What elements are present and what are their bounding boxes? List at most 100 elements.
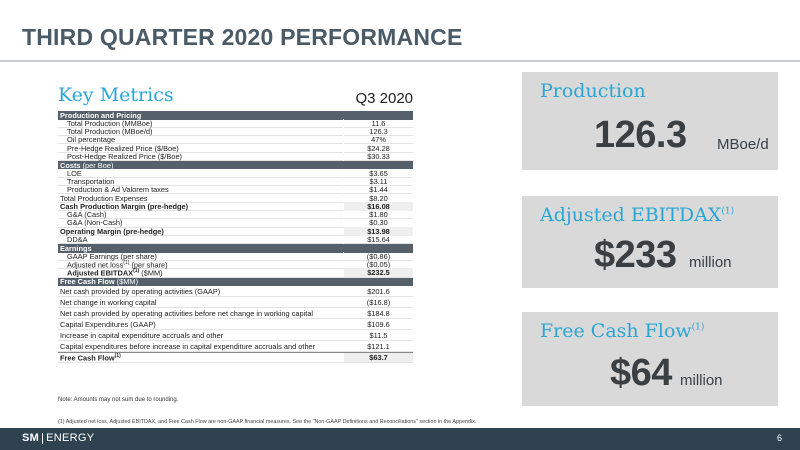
row-value: ($0.86) [343,251,413,261]
row-label: Capital expenditures before increase in … [60,341,316,351]
row-label: GAAP Earnings (per share) [67,251,157,261]
ebitdax-label: Adjusted EBITDAX(1) [540,204,735,226]
table-row: Net cash provided by operating activitie… [58,286,413,298]
row-label: G&A (Cash) [67,210,107,220]
table-row: Adjusted EBITDAX(1) ($MM) $232.5 [58,268,413,278]
row-label: Earnings [60,243,92,253]
table-section-header: Free Cash Flow ($MM) [58,277,413,287]
row-label: Transportation [67,176,115,186]
row-label: Free Cash Flow(1) [60,352,121,363]
row-label: Costs (per Boe) [60,160,114,170]
row-label: Total Production (MBoe/d) [67,126,153,136]
row-label: G&A (Non-Cash) [67,218,123,228]
company-logo: SM ENERGY [22,432,95,444]
row-value: ($16.8) [343,297,413,307]
footnote: (1) Adjusted net loss, Adjusted EBITDAX,… [58,419,477,425]
fcf-value: $64 [610,352,672,394]
fcf-label: Free Cash Flow(1) [540,320,705,342]
table-row: Increase in capital expenditure accruals… [58,330,413,342]
table-section-header: Production and Pricing [58,111,413,120]
table-row: Post-Hedge Realized Price ($/Boe) $30.33 [58,151,413,161]
row-label: LOE [67,168,82,178]
row-value: $1.80 [343,210,413,220]
row-value: $0.30 [343,218,413,228]
row-label: Total Production (MMBoe) [67,118,153,128]
table-row: G&A (Non-Cash) $0.30 [58,218,413,228]
row-label: Total Production Expenses [60,193,148,203]
table-row: Pre-Hedge Realized Price ($/Boe) $24.28 [58,143,413,153]
row-label: DD&A [67,235,88,245]
row-label: Pre-Hedge Realized Price ($/Boe) [67,143,179,153]
page-number: 6 [776,433,782,443]
table-row: Net cash provided by operating activitie… [58,308,413,320]
table-row: Total Production Expenses $8.20 [58,193,413,203]
row-value: $11.5 [343,330,413,340]
table-row: Free Cash Flow(1) $63.7 [58,352,413,364]
row-label: Post-Hedge Realized Price ($/Boe) [67,151,183,161]
table-row: Capital Expenditures (GAAP) $109.6 [58,319,413,331]
row-value: $30.33 [343,151,413,161]
row-label: Increase in capital expenditure accruals… [60,330,224,340]
footer-bar: SM ENERGY 6 [0,428,800,450]
row-value: 47% [343,135,413,145]
production-value: 126.3 [594,114,687,156]
row-label: Free Cash Flow ($MM) [60,277,139,287]
row-label: Production & Ad Valorem taxes [67,185,169,195]
row-value: $15.64 [343,235,413,245]
page-title: THIRD QUARTER 2020 PERFORMANCE [22,24,463,50]
period-label: Q3 2020 [355,90,413,107]
key-metrics-title: Key Metrics [58,84,174,106]
ebitdax-value: $233 [594,234,677,276]
row-label: Capital Expenditures (GAAP) [60,319,156,329]
key-metrics-table: Production and Pricing Total Production (… [58,111,413,364]
row-value: $109.6 [343,319,413,329]
production-unit: MBoe/d [717,136,769,153]
fcf-unit: million [680,372,723,389]
table-row: LOE $3.65 [58,168,413,178]
row-value: 11.6 [343,118,413,128]
production-label: Production [540,80,646,102]
table-row: Capital expenditures before increase in … [58,341,413,353]
row-value: $201.6 [343,286,413,296]
row-value: $1.44 [343,185,413,195]
row-value: $24.28 [343,143,413,153]
title-divider [0,60,800,62]
row-value: $232.5 [343,268,413,278]
table-row: Total Production (MMBoe) 11.6 [58,118,413,128]
table-row: Net change in working capital ($16.8) [58,297,413,309]
table-row: Oil percentage 47% [58,135,413,145]
fcf-card: Free Cash Flow(1) $64 million [522,312,778,406]
row-label: Adjusted net loss(1) (per share) [67,259,168,270]
table-row: G&A (Cash) $1.80 [58,210,413,220]
row-value: $16.08 [343,201,413,211]
ebitdax-unit: million [689,254,732,271]
row-label: Net cash provided by operating activitie… [60,286,221,296]
row-label: Operating Margin (pre-hedge) [60,226,164,236]
row-value: $121.1 [343,341,413,351]
row-label: Oil percentage [67,135,116,145]
table-row: Total Production (MBoe/d) 126.3 [58,126,413,137]
row-value: 126.3 [343,126,413,136]
row-value: $3.65 [343,168,413,178]
table-section-header: Earnings [58,244,413,253]
row-label: Adjusted EBITDAX(1) ($MM) [67,268,163,278]
row-value: $8.20 [343,193,413,203]
table-row: Transportation $3.11 [58,176,413,187]
table-row: Operating Margin (pre-hedge) $13.98 [58,226,413,236]
rounding-note: Note: Amounts may not sum due to roundin… [58,397,179,403]
row-label: Net change in working capital [60,297,157,307]
production-card: Production 126.3 MBoe/d [522,72,778,170]
row-value: ($0.05) [343,260,413,270]
row-label: Production and Pricing [60,110,142,120]
row-label: Net cash provided by operating activitie… [60,308,314,318]
table-row: Adjusted net loss(1) (per share) ($0.05) [58,259,413,270]
table-row: GAAP Earnings (per share) ($0.86) [58,251,413,261]
row-value: $3.11 [343,176,413,186]
table-row: Cash Production Margin (pre-hedge) $16.08 [58,201,413,211]
table-row: DD&A $15.64 [58,235,413,245]
ebitdax-card: Adjusted EBITDAX(1) $233 million [522,196,778,288]
row-value: $63.7 [343,353,413,363]
row-value: $184.8 [343,308,413,318]
table-section-header: Costs (per Boe) [58,161,413,170]
key-metrics-header: Key Metrics Q3 2020 [58,84,413,110]
